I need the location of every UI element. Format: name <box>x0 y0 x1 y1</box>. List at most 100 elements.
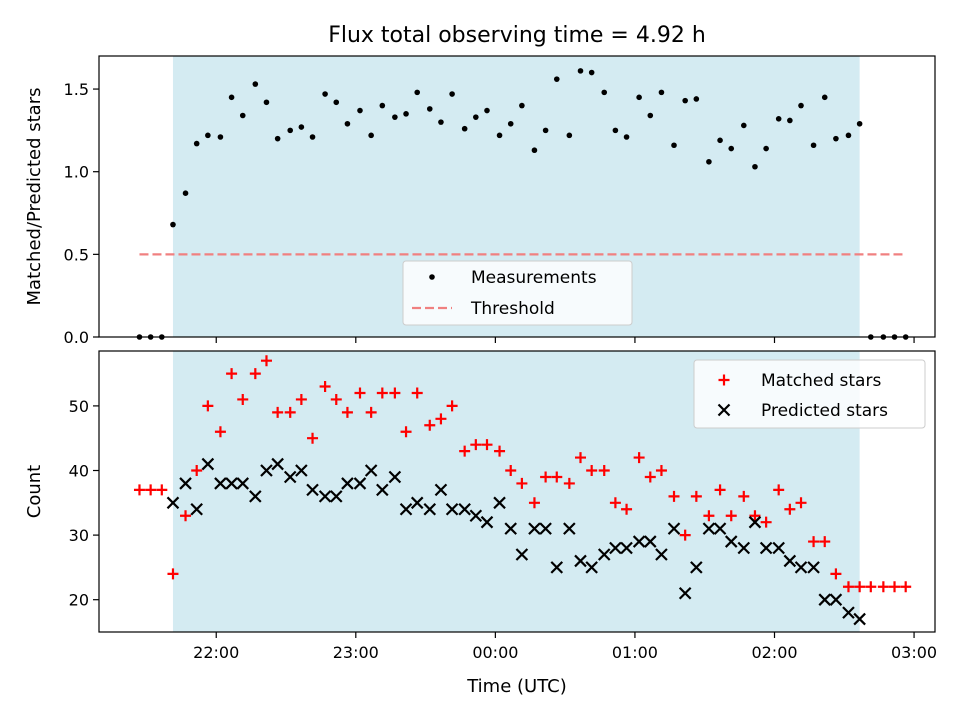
predicted-star-point <box>550 561 564 574</box>
measurement-point <box>717 137 723 144</box>
measurement-point <box>682 97 688 104</box>
predicted-star-point <box>493 496 506 510</box>
matched-star-point <box>365 406 377 418</box>
matched-star-point <box>795 497 807 509</box>
matched-star-point <box>459 445 471 457</box>
predicted-star-point <box>469 509 483 523</box>
measurement-point <box>461 125 468 132</box>
matched-star-point <box>703 510 715 522</box>
predicted-star-point <box>249 490 262 503</box>
matched-star-point <box>156 484 168 496</box>
measurement-point <box>239 112 246 119</box>
bottom-ylabel: Count <box>24 465 45 518</box>
bottom-xtick-label: 03:00 <box>891 643 937 662</box>
figure-title: Flux total observing time = 4.92 h <box>328 23 706 48</box>
measurement-point <box>252 81 259 87</box>
matched-star-point <box>784 503 796 515</box>
predicted-star-point <box>410 496 424 510</box>
matched-star-point <box>679 529 691 541</box>
matched-star-point <box>889 581 901 593</box>
measurement-point <box>845 132 852 139</box>
bottom-xtick-label: 22:00 <box>193 643 239 662</box>
measurement-point <box>566 132 573 139</box>
legend-label-predicted: Predicted stars <box>761 401 888 421</box>
predicted-star-point <box>260 464 273 477</box>
predicted-star-point <box>737 541 751 555</box>
matched-star-point <box>830 568 842 580</box>
matched-star-point <box>319 381 331 393</box>
predicted-star-point <box>748 515 762 529</box>
predicted-star-point <box>585 561 598 574</box>
top-ytick-label: 0.0 <box>64 328 89 347</box>
measurement-point <box>821 94 828 101</box>
predicted-star-point <box>423 502 437 516</box>
top-ytick-label: 1.5 <box>64 80 89 99</box>
predicted-star-point <box>179 477 192 490</box>
matched-star-point <box>284 406 296 418</box>
top-axes-frame <box>98 55 936 338</box>
measurement-point <box>298 124 305 130</box>
matched-star-point <box>808 536 820 548</box>
bottom-ytick-label: 20 <box>69 591 89 610</box>
matched-star-point <box>516 477 528 489</box>
measurement-point <box>438 119 444 125</box>
measurement-point <box>392 114 398 120</box>
measurement-point <box>368 132 374 139</box>
measurement-point <box>484 107 490 114</box>
matched-star-point <box>180 510 192 522</box>
matched-star-point <box>575 452 587 464</box>
matched-star-point <box>389 387 401 399</box>
measurement-point <box>519 102 525 109</box>
predicted-star-point <box>528 522 541 535</box>
matched-star-point <box>551 471 563 483</box>
predicted-star-point <box>807 561 820 574</box>
predicted-star-point <box>225 477 238 490</box>
measurement-point <box>507 120 514 127</box>
matched-star-point <box>307 432 319 444</box>
predicted-star-point <box>201 457 215 471</box>
matched-star-point <box>854 581 866 593</box>
predicted-star-point <box>504 522 517 535</box>
top-legend: Measurements Threshold <box>402 260 633 326</box>
matched-star-point <box>494 445 506 457</box>
measurement-point <box>612 127 619 134</box>
matched-star-point <box>424 419 436 431</box>
legend-marker-matched <box>718 374 730 386</box>
measurement-point <box>706 158 712 165</box>
predicted-star-point <box>353 477 367 490</box>
predicted-star-point <box>271 457 284 471</box>
predicted-star-point <box>166 496 180 510</box>
top-ytick-label: 1.0 <box>64 163 89 182</box>
matched-star-point <box>842 581 854 593</box>
measurement-point <box>426 106 433 112</box>
measurement-point <box>833 135 839 142</box>
measurement-point <box>623 134 630 140</box>
predicted-star-point <box>376 483 389 497</box>
predicted-star-point <box>306 483 319 497</box>
matched-star-point <box>819 536 831 548</box>
measurement-point <box>379 102 386 109</box>
predicted-star-point <box>678 586 692 600</box>
measurement-point <box>287 127 294 134</box>
measurement-point <box>693 96 700 102</box>
measurement-point <box>798 102 804 109</box>
measurement-point <box>228 94 235 101</box>
measurement-point <box>322 91 328 97</box>
measurement-point <box>344 120 351 127</box>
measurement-point <box>357 107 363 114</box>
predicted-star-point <box>724 535 738 548</box>
measurement-point <box>588 69 595 76</box>
predicted-star-point <box>399 502 413 516</box>
measurement-point <box>542 127 549 134</box>
matched-star-point <box>202 400 214 412</box>
predicted-star-point <box>283 470 297 484</box>
measurement-point <box>414 89 421 96</box>
measurement-point <box>274 135 281 142</box>
predicted-star-point <box>295 464 308 477</box>
predicted-star-point <box>794 561 808 574</box>
measurement-point <box>217 134 224 140</box>
predicted-star-point <box>539 522 552 535</box>
measurement-point <box>333 99 340 106</box>
measurement-point <box>740 122 747 129</box>
matched-star-point <box>260 355 272 367</box>
